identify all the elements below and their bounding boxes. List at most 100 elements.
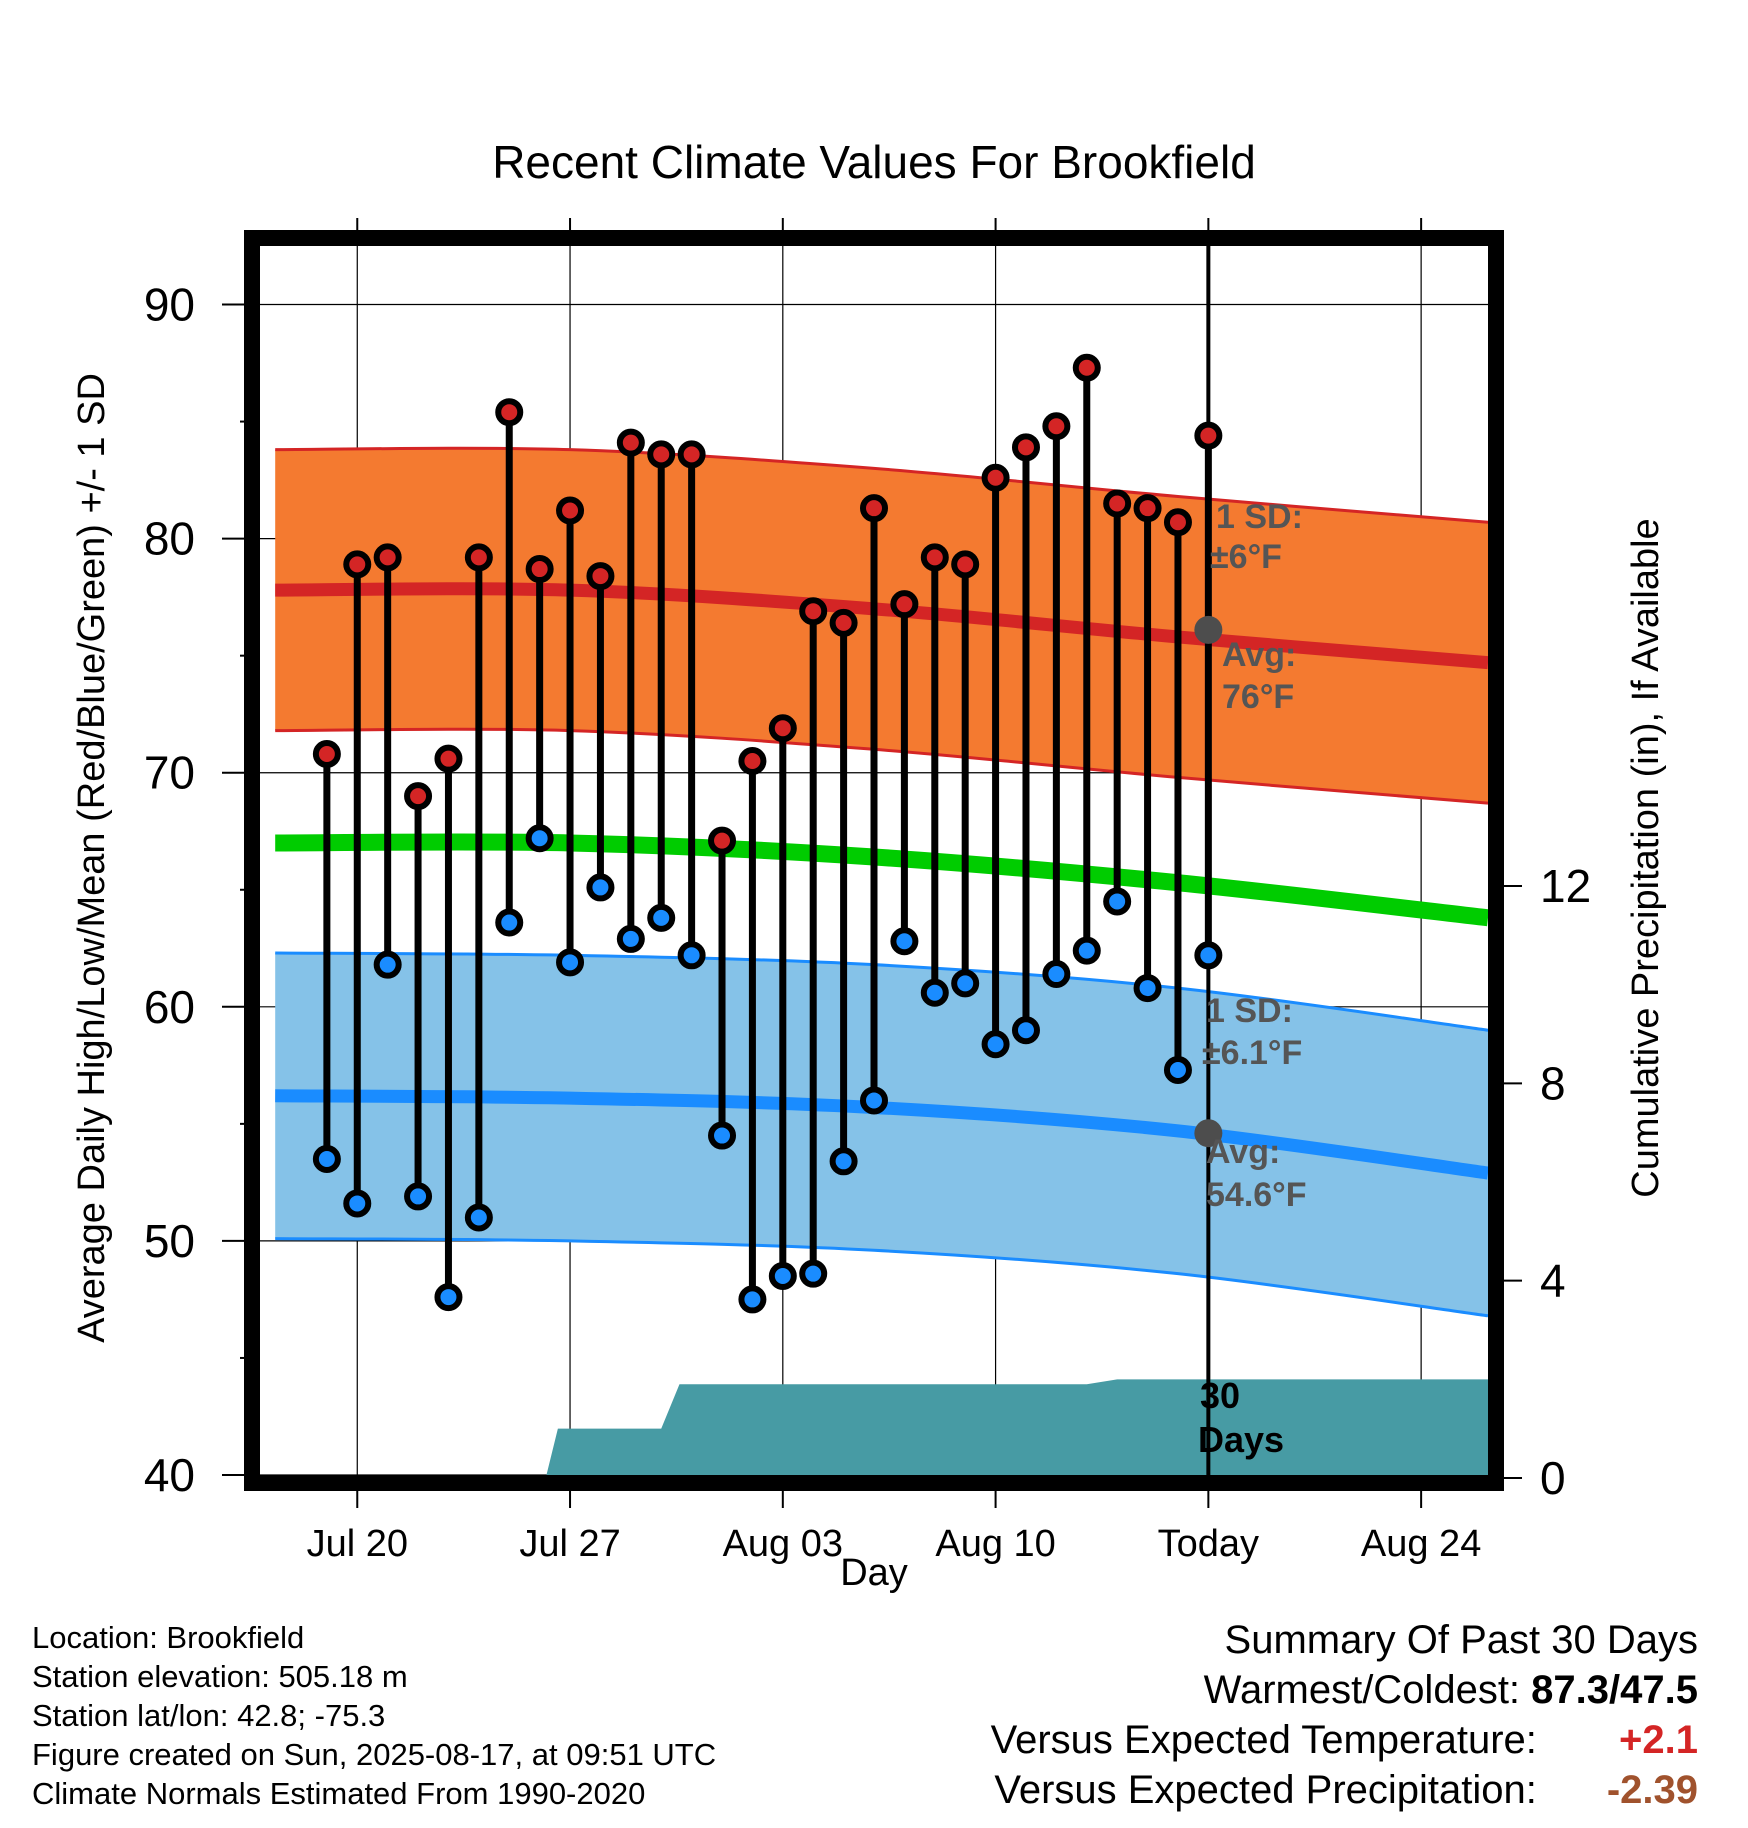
- daily-low-point: [1042, 960, 1071, 989]
- daily-high-point: [738, 747, 767, 776]
- daily-high-point: [677, 440, 706, 469]
- daily-high-point: [1194, 421, 1223, 450]
- daily-high-point: [404, 782, 433, 811]
- daily-low-point: [312, 1144, 341, 1173]
- x-tick-label: Aug 10: [935, 1523, 1055, 1565]
- x-tick-label: Today: [1158, 1523, 1259, 1565]
- precip-departure-row: Versus Expected Precipitation: -2.39: [991, 1765, 1698, 1815]
- daily-high-point: [829, 608, 858, 637]
- low-avg-value: 54.6°F: [1206, 1176, 1307, 1214]
- daily-high-point: [1163, 508, 1192, 537]
- daily-low-point: [464, 1203, 493, 1232]
- daily-high-point: [890, 590, 919, 619]
- y2-tick-label: 12: [1540, 860, 1591, 912]
- daily-high-point: [647, 440, 676, 469]
- daily-high-point: [920, 543, 949, 572]
- daily-low-point: [586, 873, 615, 902]
- y2-tick-label: 4: [1540, 1255, 1566, 1307]
- high-sd-value: ±6°F: [1210, 538, 1282, 576]
- daily-high-point: [1103, 489, 1132, 518]
- precip-departure-value: -2.39: [1606, 1768, 1698, 1812]
- daily-low-point: [343, 1189, 372, 1218]
- daily-low-point: [373, 950, 402, 979]
- daily-high-point: [616, 428, 645, 457]
- warmest-coldest-label: Warmest/Coldest:: [1203, 1668, 1521, 1712]
- daily-high-point: [768, 714, 797, 743]
- daily-high-point: [708, 826, 737, 855]
- daily-high-point: [981, 463, 1010, 492]
- station-info: Location: Brookfield Station elevation: …: [32, 1618, 716, 1813]
- summary-panel: Summary Of Past 30 Days Warmest/Coldest:…: [991, 1615, 1698, 1815]
- x-tick-label: Aug 03: [723, 1523, 843, 1565]
- daily-low-point: [616, 924, 645, 953]
- y-tick-label: 50: [144, 1215, 195, 1267]
- precip-period-label-line2: Days: [1198, 1419, 1284, 1460]
- daily-low-point: [738, 1285, 767, 1314]
- location-text: Location: Brookfield: [32, 1620, 305, 1655]
- chart-title: Recent Climate Values For Brookfield: [492, 136, 1256, 188]
- today-high-normal-marker: [1194, 615, 1223, 644]
- daily-high-point: [495, 398, 524, 427]
- low-sd-label: 1 SD:: [1206, 992, 1293, 1030]
- daily-low-point: [677, 941, 706, 970]
- daily-high-point: [860, 494, 888, 523]
- y2-tick-label: 8: [1540, 1057, 1566, 1109]
- warmest-coldest-value: 87.3/47.5: [1531, 1668, 1698, 1712]
- daily-low-point: [647, 903, 676, 932]
- high-avg-label: Avg:: [1222, 636, 1296, 674]
- low-sd-value: ±6.1°F: [1202, 1034, 1302, 1072]
- y-tick-label: 40: [144, 1449, 195, 1501]
- precip-departure-label: Versus Expected Precipitation:: [994, 1768, 1537, 1812]
- y-tick-label: 60: [144, 981, 195, 1033]
- daily-low-point: [404, 1182, 433, 1211]
- daily-low-point: [1133, 974, 1162, 1003]
- x-tick-label: Jul 20: [307, 1523, 408, 1565]
- daily-high-point: [586, 562, 615, 591]
- temp-departure-row: Versus Expected Temperature: +2.1: [991, 1715, 1698, 1765]
- y-tick-label: 90: [144, 279, 195, 331]
- daily-low-point: [525, 824, 554, 853]
- daily-low-point: [1103, 887, 1132, 916]
- x-axis-label: Day: [840, 1552, 908, 1594]
- daily-low-point: [495, 908, 524, 937]
- daily-low-point: [860, 1086, 888, 1115]
- y-tick-label: 70: [144, 747, 195, 799]
- normals-text: Climate Normals Estimated From 1990-2020: [32, 1776, 646, 1811]
- x-tick-label: Aug 24: [1361, 1523, 1481, 1565]
- climate-chart: Recent Climate Values For Brookfield 1 S…: [71, 136, 1667, 1594]
- high-avg-value: 76°F: [1222, 678, 1294, 716]
- daily-high-point: [464, 543, 493, 572]
- summary-title: Summary Of Past 30 Days: [1224, 1618, 1698, 1662]
- daily-low-point: [890, 927, 919, 956]
- daily-high-point: [951, 550, 980, 579]
- daily-low-point: [556, 948, 585, 977]
- daily-high-point: [434, 744, 463, 773]
- normal-low-band: [275, 952, 1488, 1316]
- y2-axis-label: Cumulative Precipitation (in), If Availa…: [1625, 518, 1667, 1197]
- daily-low-point: [951, 969, 980, 998]
- high-sd-label: 1 SD:: [1216, 498, 1303, 536]
- normal-mean-line: [275, 833, 1488, 927]
- warmest-coldest-row: Warmest/Coldest: 87.3/47.5: [991, 1665, 1698, 1715]
- daily-low-point: [981, 1030, 1010, 1059]
- y-axis-label: Average Daily High/Low/Mean (Red/Blue/Gr…: [71, 373, 113, 1343]
- plot-frame: [244, 230, 1504, 1491]
- elevation-text: Station elevation: 505.18 m: [32, 1659, 408, 1694]
- low-avg-label: Avg:: [1206, 1133, 1280, 1171]
- daily-high-point: [312, 739, 341, 768]
- latlon-text: Station lat/lon: 42.8; -75.3: [32, 1698, 386, 1733]
- daily-high-point: [343, 550, 372, 579]
- today-low-normal-marker: [1194, 1119, 1223, 1148]
- daily-low-point: [1011, 1016, 1040, 1045]
- x-tick-label: Jul 27: [519, 1523, 620, 1565]
- normal-high-upper-edge: [275, 446, 1488, 524]
- precip-area: [433, 1379, 1488, 1475]
- normal-low-lower-edge: [275, 1237, 1488, 1318]
- daily-low-point: [799, 1259, 828, 1288]
- y-tick-label: 80: [144, 513, 195, 565]
- temp-departure-label: Versus Expected Temperature:: [990, 1718, 1537, 1762]
- temp-departure-value: +2.1: [1619, 1718, 1698, 1762]
- daily-low-point: [768, 1262, 797, 1291]
- daily-high-point: [1072, 353, 1101, 382]
